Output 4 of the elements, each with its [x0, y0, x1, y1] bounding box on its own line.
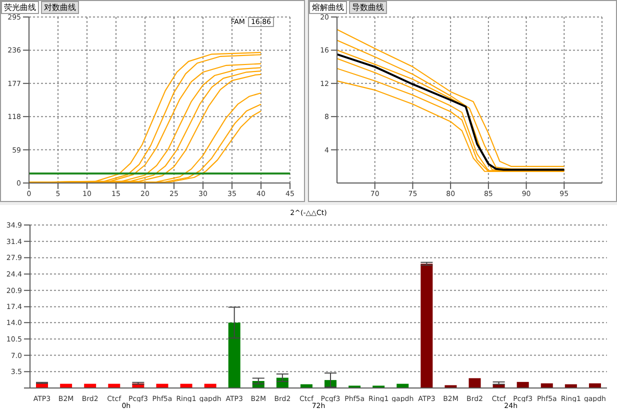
text: 荧光曲线 [1, 1, 39, 14]
text: 对数曲线 [41, 1, 79, 14]
text: 导数曲线 [349, 1, 387, 14]
text: 熔解曲线 [309, 1, 347, 14]
